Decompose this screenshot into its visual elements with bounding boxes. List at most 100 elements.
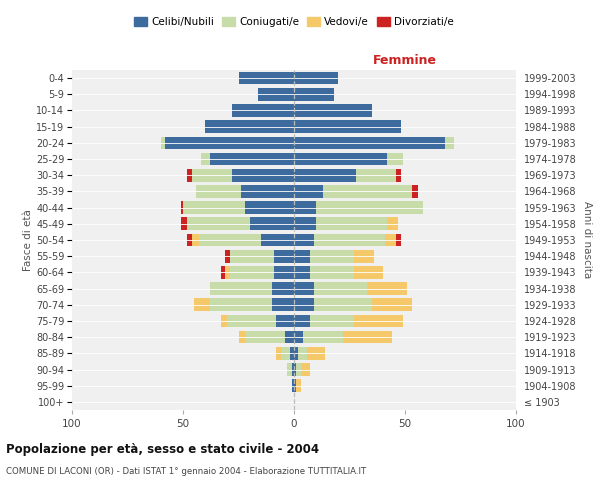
Bar — [187, 234, 192, 246]
Bar — [294, 72, 338, 85]
Text: COMUNE DI LACONI (OR) - Dati ISTAT 1° gennaio 2004 - Elaborazione TUTTITALIA.IT: COMUNE DI LACONI (OR) - Dati ISTAT 1° ge… — [6, 468, 366, 476]
Bar — [259, 88, 294, 101]
Bar — [294, 282, 314, 295]
Bar — [294, 218, 316, 230]
Bar — [225, 266, 230, 278]
Bar — [314, 282, 367, 295]
Bar — [209, 282, 272, 295]
Bar — [294, 202, 316, 214]
Legend: Celibi/Nubili, Coniugati/e, Vedovi/e, Divorziati/e: Celibi/Nubili, Coniugati/e, Vedovi/e, Di… — [130, 12, 458, 32]
Bar — [183, 202, 245, 214]
Bar — [192, 169, 232, 181]
Bar — [298, 347, 307, 360]
Bar — [294, 266, 310, 278]
Bar — [310, 266, 354, 278]
Bar — [323, 185, 412, 198]
Bar — [225, 250, 230, 262]
Bar — [221, 314, 227, 328]
Bar — [294, 169, 356, 181]
Text: Popolazione per età, sesso e stato civile - 2004: Popolazione per età, sesso e stato civil… — [6, 442, 319, 456]
Bar — [387, 218, 398, 230]
Bar — [239, 331, 245, 344]
Bar — [227, 314, 276, 328]
Bar — [292, 380, 294, 392]
Bar — [276, 314, 294, 328]
Y-axis label: Fasce di età: Fasce di età — [23, 209, 33, 271]
Bar — [274, 266, 294, 278]
Text: Femmine: Femmine — [373, 54, 437, 66]
Bar — [445, 136, 454, 149]
Bar — [367, 282, 407, 295]
Bar — [230, 266, 274, 278]
Bar — [281, 347, 290, 360]
Bar — [221, 266, 225, 278]
Bar — [294, 331, 303, 344]
Bar — [294, 347, 298, 360]
Bar — [294, 152, 387, 166]
Bar — [354, 314, 403, 328]
Bar — [199, 234, 261, 246]
Bar — [165, 136, 294, 149]
Bar — [412, 185, 418, 198]
Y-axis label: Anni di nascita: Anni di nascita — [582, 202, 592, 278]
Bar — [343, 331, 392, 344]
Bar — [316, 218, 387, 230]
Bar — [294, 104, 372, 117]
Bar — [303, 331, 343, 344]
Bar — [241, 185, 294, 198]
Bar — [196, 185, 241, 198]
Bar — [272, 298, 294, 311]
Bar — [285, 331, 294, 344]
Bar — [287, 363, 292, 376]
Bar — [294, 88, 334, 101]
Bar — [205, 120, 294, 133]
Bar — [232, 104, 294, 117]
Bar — [181, 202, 183, 214]
Bar — [261, 234, 294, 246]
Bar — [192, 234, 199, 246]
Bar — [316, 202, 423, 214]
Bar — [245, 202, 294, 214]
Bar — [301, 363, 310, 376]
Bar — [294, 363, 296, 376]
Bar — [294, 234, 314, 246]
Bar — [181, 218, 187, 230]
Bar — [294, 136, 445, 149]
Bar — [396, 169, 401, 181]
Bar — [292, 363, 294, 376]
Bar — [294, 380, 296, 392]
Bar — [232, 169, 294, 181]
Bar — [396, 234, 401, 246]
Bar — [239, 72, 294, 85]
Bar — [230, 250, 274, 262]
Bar — [294, 185, 323, 198]
Bar — [294, 250, 310, 262]
Bar — [201, 152, 209, 166]
Bar — [187, 169, 192, 181]
Bar — [294, 120, 401, 133]
Bar — [372, 298, 412, 311]
Bar — [354, 266, 383, 278]
Bar — [307, 347, 325, 360]
Bar — [310, 250, 354, 262]
Bar — [314, 234, 385, 246]
Bar — [274, 250, 294, 262]
Bar — [209, 298, 272, 311]
Bar — [250, 218, 294, 230]
Bar — [290, 347, 294, 360]
Bar — [187, 218, 250, 230]
Bar — [296, 380, 301, 392]
Bar — [356, 169, 396, 181]
Bar — [294, 314, 310, 328]
Bar — [310, 314, 354, 328]
Bar — [387, 152, 403, 166]
Bar — [272, 282, 294, 295]
Bar — [161, 136, 165, 149]
Bar — [209, 152, 294, 166]
Bar — [385, 234, 396, 246]
Bar — [296, 363, 301, 376]
Bar — [194, 298, 209, 311]
Bar — [276, 347, 281, 360]
Bar — [314, 298, 372, 311]
Bar — [245, 331, 285, 344]
